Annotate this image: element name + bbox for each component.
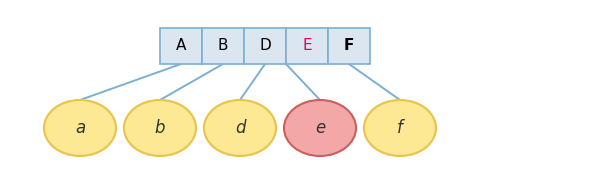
FancyBboxPatch shape (202, 28, 244, 64)
Text: F: F (344, 39, 354, 53)
Ellipse shape (44, 100, 116, 156)
Text: D: D (259, 39, 271, 53)
FancyBboxPatch shape (328, 28, 370, 64)
FancyBboxPatch shape (160, 28, 202, 64)
Text: B: B (218, 39, 228, 53)
Ellipse shape (204, 100, 276, 156)
Text: d: d (235, 119, 245, 137)
Text: e: e (315, 119, 325, 137)
FancyBboxPatch shape (244, 28, 286, 64)
Ellipse shape (124, 100, 196, 156)
Ellipse shape (284, 100, 356, 156)
Text: f: f (397, 119, 403, 137)
FancyBboxPatch shape (286, 28, 328, 64)
Text: b: b (155, 119, 165, 137)
Text: a: a (75, 119, 85, 137)
Text: E: E (302, 39, 312, 53)
Text: A: A (176, 39, 186, 53)
Ellipse shape (364, 100, 436, 156)
